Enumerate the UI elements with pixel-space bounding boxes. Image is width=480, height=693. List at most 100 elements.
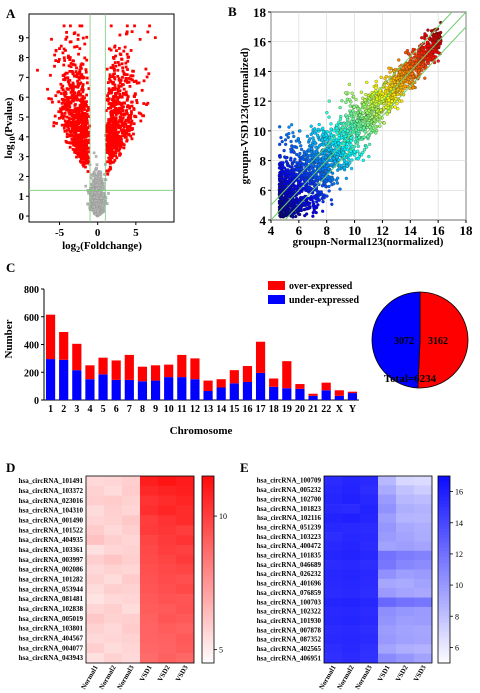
- volcano-point-sig: [86, 150, 90, 154]
- volcano-point-sig: [116, 90, 120, 94]
- scatter-point: [300, 177, 304, 181]
- colorbar-step: [438, 535, 450, 539]
- heat-cell: [396, 653, 415, 664]
- volcano-point-sig: [107, 47, 111, 51]
- heat-row-label: hsa_circRNA_102116: [257, 514, 322, 522]
- volcano-point-sig: [63, 129, 67, 133]
- scatter-point: [337, 136, 341, 140]
- volcano-point-sig: [74, 140, 78, 144]
- volcano-point-sig: [79, 140, 83, 144]
- volcano-point-sig: [82, 102, 85, 106]
- colorbar-step: [202, 591, 214, 595]
- volcano-point-sig: [74, 116, 78, 120]
- scatter-point: [284, 209, 288, 213]
- scatter-point: [389, 78, 393, 83]
- scatter-point: [321, 132, 325, 137]
- scatter-point: [387, 109, 391, 114]
- scatter-point: [284, 156, 288, 160]
- heat-cell: [158, 653, 177, 664]
- panel-c-xtick-label: 13: [203, 404, 213, 415]
- volcano-point-sig: [108, 77, 111, 81]
- volcano-point-sig: [65, 135, 69, 139]
- heat-cell: [176, 564, 195, 575]
- scatter-point: [327, 167, 331, 171]
- volcano-point-sig: [109, 159, 113, 163]
- heat-cell: [86, 515, 105, 526]
- scatter-point: [290, 165, 294, 170]
- volcano-point-sig: [126, 59, 130, 63]
- volcano-point-sig: [117, 130, 121, 134]
- scatter-point: [286, 163, 291, 168]
- volcano-point-sig: [120, 137, 123, 141]
- volcano-point-sig: [69, 141, 73, 145]
- volcano-point-sig: [125, 138, 129, 142]
- volcano-point-sig: [130, 112, 133, 115]
- panel-d-letter: D: [6, 460, 15, 475]
- scatter-point: [365, 111, 369, 115]
- heat-cell: [158, 485, 177, 496]
- volcano-point-sig: [123, 45, 127, 49]
- volcano-point-sig: [60, 86, 64, 90]
- volcano-point-sig: [128, 106, 132, 110]
- volcano-point-sig: [85, 160, 89, 163]
- scatter-point: [362, 126, 366, 130]
- volcano-point-sig: [68, 84, 72, 88]
- volcano-point-sig: [129, 74, 133, 78]
- volcano-point-sig: [80, 73, 84, 76]
- volcano-point-sig: [113, 135, 117, 138]
- volcano-point-ns: [101, 206, 104, 210]
- colorbar-step: [202, 516, 214, 521]
- volcano-point-sig: [115, 102, 119, 106]
- heat-row-label: hsa_circRNA_102838: [19, 605, 84, 613]
- volcano-point-sig: [108, 149, 111, 153]
- volcano-point-sig: [134, 79, 138, 83]
- volcano-point-sig: [63, 98, 67, 102]
- volcano-point-sig: [120, 120, 124, 124]
- scatter-point: [390, 99, 394, 103]
- volcano-point-sig: [104, 138, 108, 142]
- volcano-point-sig: [46, 87, 49, 91]
- heat-cell: [122, 594, 141, 605]
- heat-cell: [396, 504, 415, 514]
- scatter-point: [280, 211, 285, 216]
- legend-label-over: over-expressed: [289, 281, 353, 292]
- volcano-point-sig: [82, 156, 85, 160]
- scatter-point: [351, 94, 356, 99]
- heat-cell: [342, 653, 361, 664]
- heat-cell: [396, 597, 415, 608]
- scatter-point: [420, 68, 424, 72]
- heat-cell: [86, 476, 105, 487]
- heat-cell: [140, 476, 159, 487]
- scatter-point: [366, 120, 370, 125]
- scatter-point: [324, 155, 328, 159]
- volcano-point-sig: [119, 135, 123, 139]
- colorbar-step: [438, 647, 450, 652]
- volcano-point-sig: [83, 144, 87, 148]
- panel-c-ytick-label: 400: [24, 341, 39, 352]
- colorbar-step: [438, 653, 450, 658]
- scatter-point: [311, 136, 315, 140]
- volcano-point-sig: [122, 87, 126, 91]
- scatter-point: [323, 179, 327, 183]
- volcano-point-sig: [105, 124, 108, 128]
- scatter-point: [329, 146, 333, 151]
- volcano-point-sig: [114, 95, 118, 99]
- volcano-point-sig: [74, 123, 78, 126]
- heat-cell: [360, 522, 379, 533]
- volcano-point-sig: [153, 36, 157, 40]
- scatter-point: [364, 145, 369, 149]
- volcano-point-sig: [107, 141, 111, 145]
- scatter-point: [277, 177, 282, 181]
- heat-col-label: VSD2: [394, 664, 410, 684]
- colorbar-step: [438, 491, 450, 496]
- heat-cell: [176, 476, 195, 487]
- scatter-point: [327, 115, 331, 119]
- volcano-point-sig: [110, 104, 114, 108]
- volcano-point-sig: [109, 167, 113, 170]
- heat-cell: [122, 544, 141, 556]
- heat-row-label: hsa_circRNA_404567: [19, 635, 84, 643]
- scatter-point: [298, 151, 302, 156]
- heat-cell: [176, 525, 195, 536]
- colorbar-step: [438, 476, 450, 480]
